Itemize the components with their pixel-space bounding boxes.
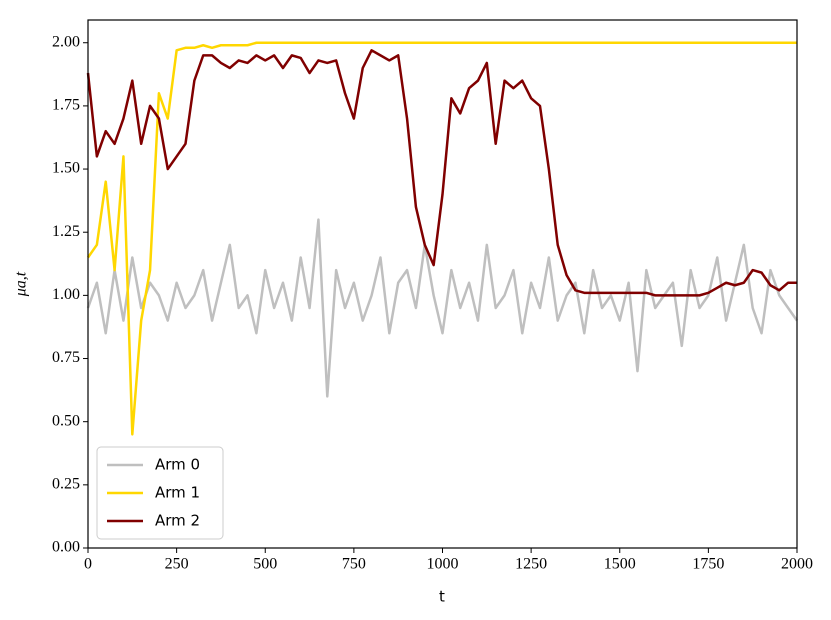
- y-tick-label: 0.75: [52, 349, 80, 366]
- series-line: [86, 41, 797, 436]
- x-tick-label: 0: [84, 556, 92, 573]
- x-tick-label: 500: [253, 556, 277, 573]
- y-tick-label: 0.25: [52, 476, 80, 493]
- y-tick-label: 0.50: [52, 412, 80, 429]
- series-line: [86, 49, 797, 297]
- y-axis-label: μa,t: [13, 271, 30, 297]
- y-tick-label: 1.00: [52, 286, 80, 303]
- x-tick-label: 1000: [427, 556, 459, 573]
- y-tick-label: 0.00: [52, 539, 80, 556]
- x-tick-label: 1750: [692, 556, 724, 573]
- x-axis-label: t: [439, 588, 445, 606]
- x-tick-label: 750: [342, 556, 366, 573]
- plot-frame: [87, 19, 798, 549]
- series-line: [86, 218, 799, 398]
- x-tick-label: 1250: [515, 556, 547, 573]
- legend-label: Arm 2: [155, 512, 200, 530]
- x-tick-label: 2000: [781, 556, 813, 573]
- x-tick-label: 250: [165, 556, 189, 573]
- legend-label: Arm 1: [155, 484, 200, 502]
- y-tick-label: 1.25: [52, 223, 80, 240]
- y-tick-label: 1.50: [52, 160, 80, 177]
- y-tick-label: 1.75: [52, 97, 80, 114]
- legend-label: Arm 0: [155, 456, 200, 474]
- y-tick-label: 2.00: [52, 33, 80, 50]
- legend-box: [96, 446, 224, 540]
- x-tick-label: 1500: [604, 556, 636, 573]
